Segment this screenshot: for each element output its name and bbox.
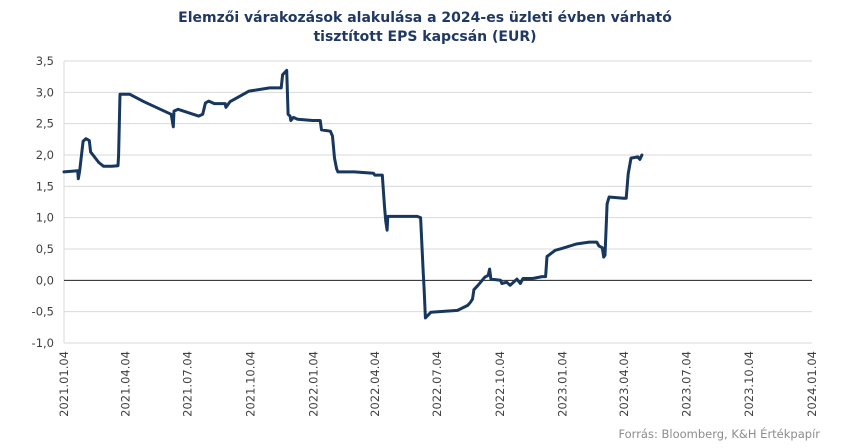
y-tick-label: 1,5 [36,179,54,193]
chart-title-line-2: tisztított EPS kapcsán (EUR) [313,29,537,45]
y-tick-label: 1,0 [36,211,54,225]
x-tick-label: 2022.04.04 [368,351,382,417]
y-tick-label: -0,5 [32,305,54,319]
x-tick-label: 2021.07.04 [181,351,195,417]
x-tick-label: 2021.04.04 [118,351,132,417]
y-tick-label: 2,5 [36,117,54,131]
x-tick-label: 2022.07.04 [430,351,444,417]
x-tick-label: 2022.10.04 [493,351,507,417]
y-tick-label: 3,0 [36,85,54,99]
y-tick-label: 0,0 [36,273,54,287]
gridlines [64,60,812,344]
chart-title-line-1: Elemzői várakozások alakulása a 2024-es … [178,10,672,26]
source-note: Forrás: Bloomberg, K&H Értékpapír [618,427,820,441]
x-axis-ticks: 2021.01.04 2021.04.04 2021.07.04 2021.10.04… [57,351,819,417]
x-tick-label: 2023.10.04 [742,351,756,417]
x-tick-label: 2021.10.04 [243,351,257,417]
chart-title: Elemzői várakozások alakulása a 2024-es … [0,9,850,47]
x-tick-label: 2023.01.04 [556,351,570,417]
y-tick-label: 2,0 [36,148,54,162]
y-tick-label: 3,5 [36,54,54,68]
x-tick-label: 2024.01.04 [805,351,819,417]
y-tick-label: 0,5 [36,242,54,256]
x-tick-label: 2021.01.04 [57,351,71,417]
x-tick-label: 2022.01.04 [306,351,320,417]
eps-series-line [62,68,644,320]
x-tick-label: 2023.04.04 [617,351,631,417]
x-tick-label: 2023.07.04 [679,351,693,417]
y-tick-label: -1,0 [32,336,54,350]
y-axis-ticks: 3,5 3,0 2,5 2,0 1,5 1,0 0,5 0,0 -0,5 -1,0 [32,54,54,350]
